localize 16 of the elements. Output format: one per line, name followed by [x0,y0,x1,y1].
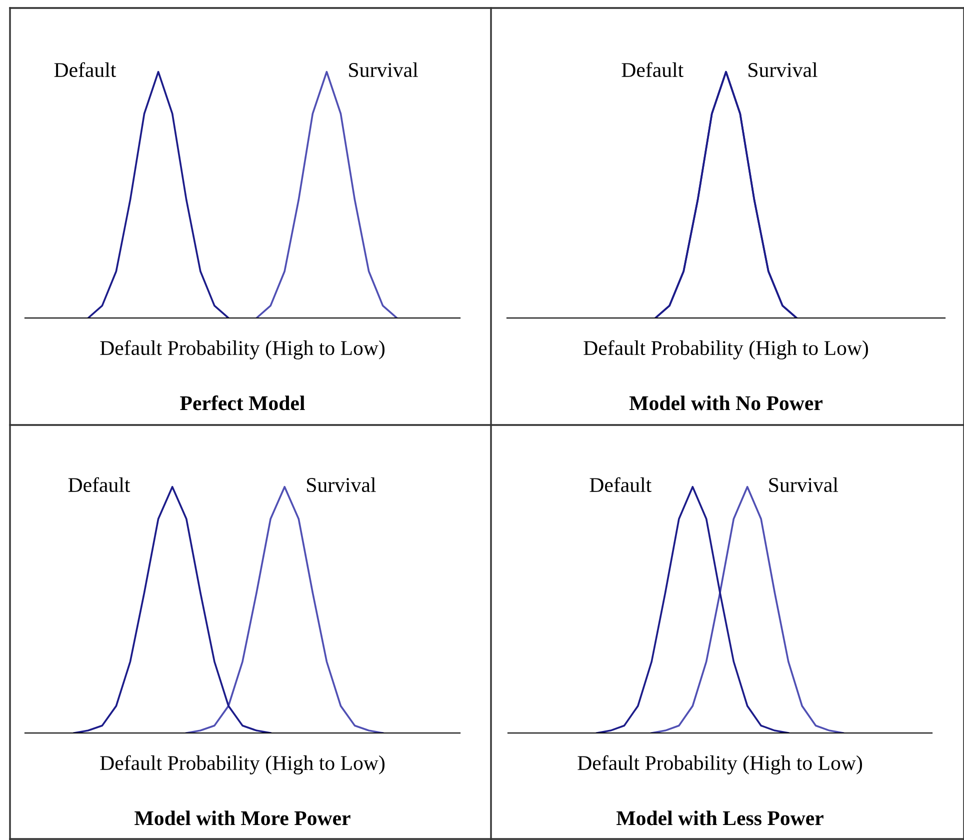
series-label: Survival [349,62,418,78]
series-label: Survival [307,477,376,492]
x-axis-title: Default Probability (High to Low) [578,755,862,774]
text: Perfect Model [180,395,305,410]
text: Model with No Power [629,396,822,410]
series-label: Default [68,477,130,492]
x-axis-title: Default Probability (High to Low) [584,340,868,360]
text: Model with Less Power [616,810,824,826]
series-label: Default [54,62,116,78]
series-label: Survival [748,62,818,78]
x-axis-title: Default Probability (High to Low) [100,340,384,360]
x-axis-title: Default Probability (High to Low) [100,755,384,774]
series-label: Default [590,477,652,492]
series-label: Default [622,62,684,78]
text: Model with More Power [134,810,350,826]
series-label: Survival [769,477,838,492]
